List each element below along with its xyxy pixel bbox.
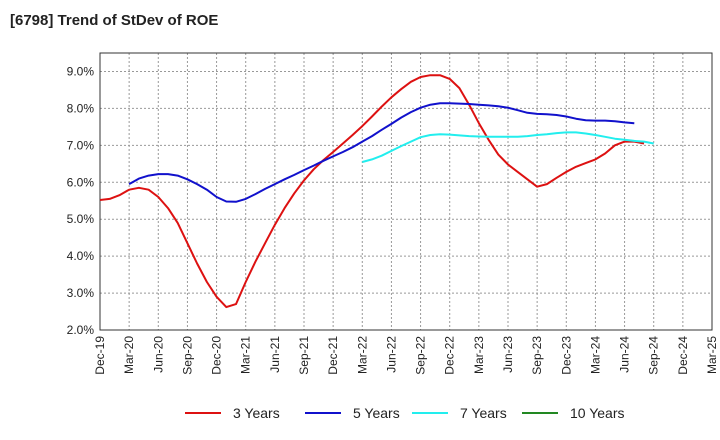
x-tick-label: Jun-20 [151, 336, 165, 373]
axes [99, 52, 713, 331]
y-axis-ticks: 2.0% 3.0% 4.0% 5.0% 6.0% 7.0% 8.0% 9.0% [67, 64, 95, 337]
x-tick-label: Mar-21 [239, 336, 253, 374]
x-tick-label: Mar-22 [355, 336, 369, 374]
x-tick-label: Mar-24 [588, 336, 602, 374]
series-line-3-years [99, 74, 645, 309]
x-tick-label: Jun-23 [501, 336, 515, 373]
legend-swatch [185, 412, 221, 414]
plot-frame [99, 52, 713, 331]
series-line-7-years [362, 131, 654, 163]
legend-swatch [412, 412, 448, 414]
x-tick-label: Dec-24 [676, 336, 690, 375]
series-lines [99, 74, 654, 309]
x-tick-label: Dec-19 [93, 336, 107, 375]
legend-item: 3 Years [185, 405, 280, 421]
legend-label: 5 Years [353, 405, 400, 421]
y-tick-label: 9.0% [67, 64, 95, 78]
x-tick-label: Dec-23 [559, 336, 573, 375]
y-tick-label: 4.0% [67, 249, 95, 263]
series-line-5-years [128, 102, 635, 203]
x-tick-label: Jun-21 [268, 336, 282, 373]
y-tick-label: 3.0% [67, 286, 95, 300]
legend-item: 10 Years [522, 405, 625, 421]
y-tick-label: 6.0% [67, 175, 95, 189]
x-tick-label: Jun-22 [384, 336, 398, 373]
x-tick-label: Sep-20 [180, 336, 194, 375]
x-axis-ticks: Dec-19 Mar-20 Jun-20 Sep-20 Dec-20 Mar-21 Jun-… [93, 336, 719, 375]
legend-label: 7 Years [460, 405, 507, 421]
x-tick-label: Mar-20 [122, 336, 136, 374]
legend-label: 10 Years [570, 405, 625, 421]
x-tick-label: Mar-25 [705, 336, 719, 374]
chart-title: [6798] Trend of StDev of ROE [10, 12, 219, 29]
line-chart: 2.0% 3.0% 4.0% 5.0% 6.0% 7.0% 8.0% 9.0% Dec-19 M… [67, 52, 719, 375]
x-tick-label: Mar-23 [472, 336, 486, 374]
legend-item: 7 Years [412, 405, 507, 421]
x-tick-label: Sep-24 [647, 336, 661, 375]
legend-item: 5 Years [305, 405, 400, 421]
x-tick-label: Dec-22 [443, 336, 457, 375]
y-tick-label: 5.0% [67, 212, 95, 226]
y-tick-label: 2.0% [67, 323, 95, 337]
plot-background [100, 53, 712, 330]
legend-label: 3 Years [233, 405, 280, 421]
x-tick-label: Dec-21 [326, 336, 340, 375]
x-tick-label: Sep-22 [414, 336, 428, 375]
x-tick-label: Dec-20 [210, 336, 224, 375]
legend-swatch [305, 412, 341, 414]
legend-swatch [522, 412, 558, 414]
x-tick-label: Sep-21 [297, 336, 311, 375]
x-tick-label: Jun-24 [618, 336, 632, 373]
legend: 3 Years 5 Years 7 Years 10 Years [0, 405, 720, 425]
x-tick-label: Sep-23 [530, 336, 544, 375]
y-tick-label: 7.0% [67, 138, 95, 152]
y-tick-label: 8.0% [67, 101, 95, 115]
